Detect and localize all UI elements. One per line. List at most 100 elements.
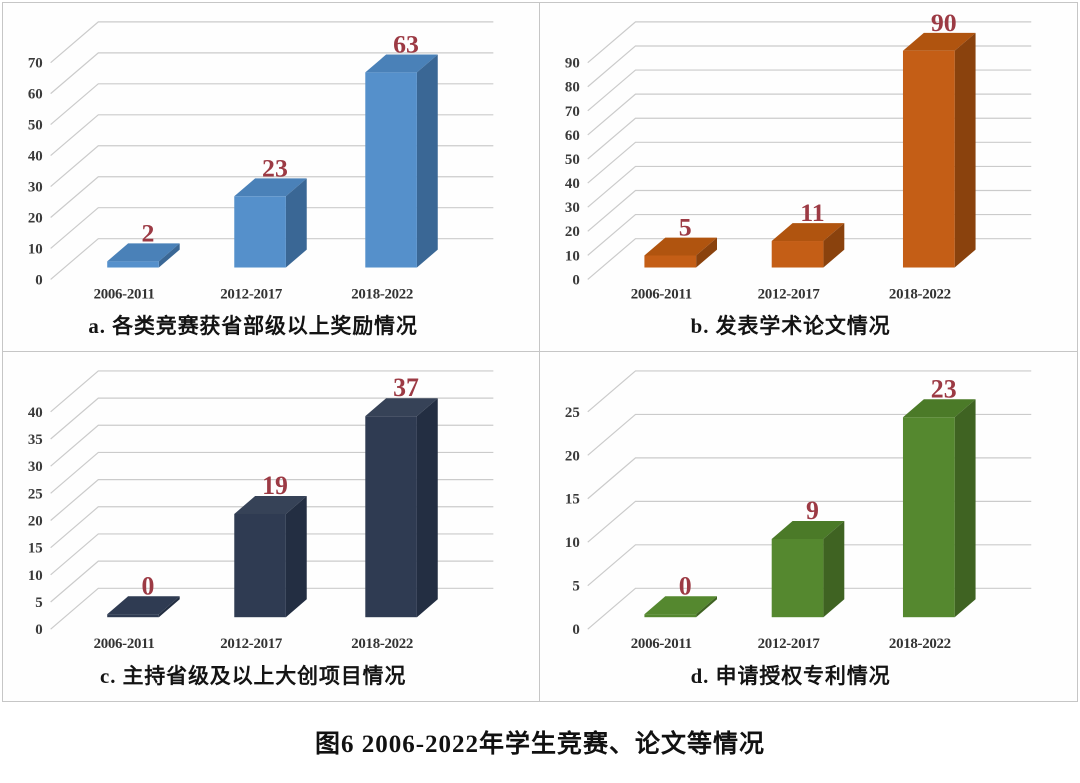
bar-top-face <box>644 237 718 256</box>
bar-top-face <box>644 596 718 615</box>
y-tick-label: 25 <box>28 486 43 502</box>
value-label: 23 <box>931 374 957 403</box>
grid-line <box>587 238 1032 280</box>
chart-panel-c: 0 5 10 15 20 25 30 35 40 0 2006-2011 19 2012-2017 37 2… <box>3 352 540 701</box>
grid-line <box>50 451 494 494</box>
bar-top-face <box>365 398 438 417</box>
bar-top-face <box>107 596 180 615</box>
value-label: 90 <box>931 8 957 37</box>
chart-title: c. 主持省级及以上大创项目情况 <box>100 664 406 688</box>
grid-line <box>587 500 1032 543</box>
bar-front-face <box>771 539 824 618</box>
category-label: 2012-2017 <box>220 286 283 302</box>
category-label: 2006-2011 <box>631 286 692 302</box>
chart-a-competition-awards: 0 10 20 30 40 50 60 70 2 2006-2011 23 2012-2017 63 20… <box>28 21 494 338</box>
grid-line <box>587 370 1032 413</box>
y-tick-label: 10 <box>28 568 43 584</box>
figure-caption: 图6 2006-2022年学生竞赛、论文等情况 <box>314 731 766 758</box>
chart-title: d. 申请授权专利情况 <box>691 664 891 688</box>
bar-top-face <box>902 399 976 418</box>
bar-top-face <box>107 243 180 262</box>
y-tick-label: 80 <box>565 80 580 96</box>
value-label: 11 <box>800 198 824 227</box>
bar-side-face <box>416 54 438 268</box>
grid-line <box>50 145 494 187</box>
y-tick-label: 15 <box>565 492 580 508</box>
grid-line <box>50 207 494 249</box>
bar-top-face <box>365 54 438 73</box>
grid-line <box>50 52 494 95</box>
y-tick-label: 25 <box>565 405 580 421</box>
grid-line <box>587 165 1032 208</box>
grid-line <box>587 544 1032 587</box>
bar-side-face <box>823 521 845 618</box>
bar-front-face <box>234 514 286 618</box>
grid-line <box>587 587 1032 630</box>
grid-line <box>587 141 1032 184</box>
bar-top-face <box>234 178 307 197</box>
grid-line <box>50 506 494 549</box>
grid-line <box>587 93 1032 136</box>
y-tick-label: 30 <box>28 180 43 196</box>
bar-front-face <box>365 416 417 618</box>
y-tick-label: 0 <box>35 272 42 288</box>
bar-side-face <box>823 223 845 268</box>
chart-panel-d: 0 5 10 15 20 25 0 2006-2011 9 2012-2017 23 2018-202… <box>540 352 1077 701</box>
grid-line <box>50 560 494 603</box>
y-tick-label: 90 <box>565 56 580 72</box>
grid-line <box>50 424 494 467</box>
grid-line <box>50 479 494 521</box>
category-label: 2018-2022 <box>351 636 413 652</box>
value-label: 63 <box>393 30 419 59</box>
y-tick-label: 50 <box>565 152 580 168</box>
grid-line <box>50 176 494 218</box>
chart-c-innovation-projects: 0 5 10 15 20 25 30 35 40 0 2006-2011 19 2012-2017 37 2… <box>28 370 494 688</box>
grid-line <box>50 397 494 440</box>
value-label: 19 <box>262 471 288 500</box>
y-tick-label: 40 <box>28 149 43 165</box>
category-label: 2006-2011 <box>94 286 155 302</box>
bar-side-face <box>416 398 438 618</box>
grid-line <box>587 213 1032 256</box>
charts-grid: 0 10 20 30 40 50 60 70 2 2006-2011 23 2012-2017 63 20… <box>2 2 1078 702</box>
bar-front-face <box>107 261 159 268</box>
bar-top-face <box>771 521 845 540</box>
grid-line <box>50 533 494 576</box>
y-tick-label: 5 <box>35 595 42 611</box>
category-label: 2012-2017 <box>220 636 283 652</box>
grid-line <box>587 21 1032 64</box>
y-tick-label: 5 <box>572 579 579 595</box>
value-label: 5 <box>679 213 692 242</box>
bar-front-face <box>902 417 955 618</box>
grid-line <box>50 370 494 413</box>
bar-front-face <box>771 241 824 268</box>
bar-side-face <box>696 237 718 268</box>
category-label: 2006-2011 <box>94 636 155 652</box>
bar-top-face <box>771 223 845 242</box>
bar-front-face <box>234 196 286 268</box>
bar-front-face <box>365 72 417 268</box>
y-tick-label: 40 <box>565 176 580 192</box>
bar-side-face <box>158 596 180 618</box>
y-tick-label: 35 <box>28 432 43 448</box>
y-tick-label: 70 <box>28 56 43 72</box>
y-tick-label: 10 <box>565 535 580 551</box>
value-label: 37 <box>393 373 419 402</box>
y-tick-label: 0 <box>572 622 579 638</box>
category-label: 2018-2022 <box>351 286 413 302</box>
grid-line <box>50 83 494 126</box>
chart-b-published-papers: 0 10 20 30 40 50 60 70 80 90 5 2006-2011 11 2012-2017… <box>565 8 1032 338</box>
bar-front-face <box>644 614 697 618</box>
y-tick-label: 40 <box>28 405 43 421</box>
bar-top-face <box>234 496 307 515</box>
bar-side-face <box>954 399 976 618</box>
category-label: 2018-2022 <box>889 636 951 652</box>
grid-line <box>587 117 1032 160</box>
chart-d-granted-patents: 0 5 10 15 20 25 0 2006-2011 9 2012-2017 23 2018-202… <box>565 370 1032 688</box>
category-label: 2012-2017 <box>758 636 821 652</box>
chart-title: a. 各类竞赛获省部级以上奖励情况 <box>88 314 417 338</box>
y-tick-label: 20 <box>28 513 43 529</box>
grid-line <box>50 238 494 280</box>
bar-side-face <box>696 596 718 618</box>
